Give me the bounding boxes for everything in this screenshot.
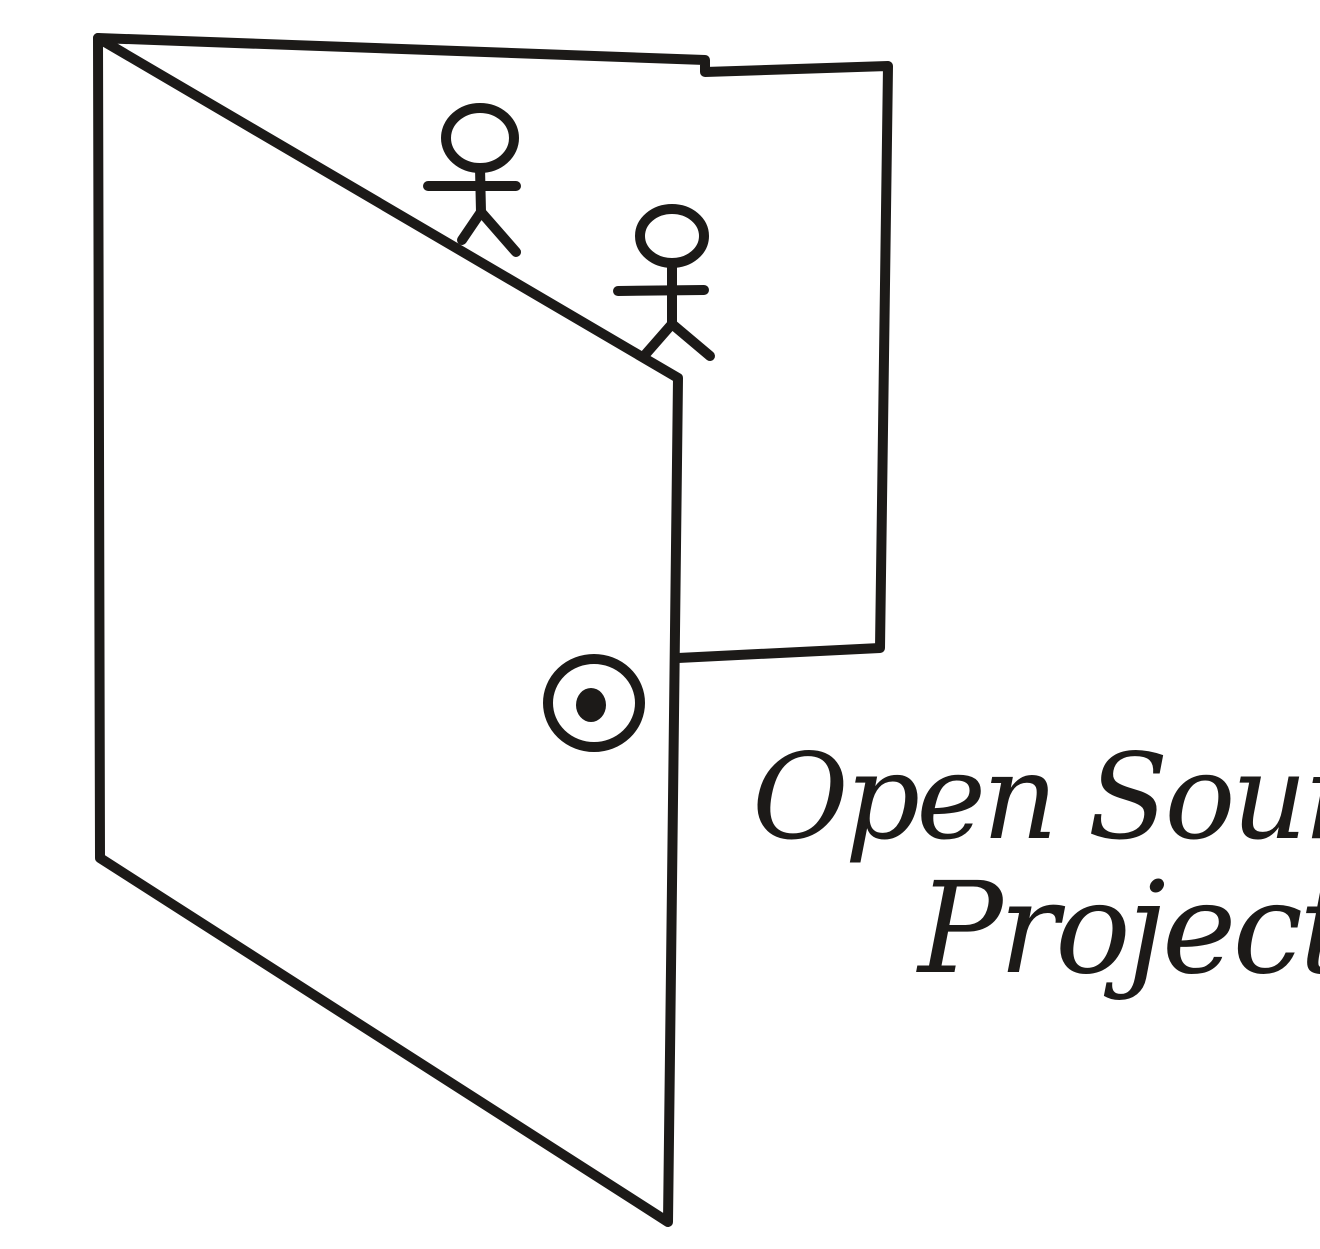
person-figure-1: [423, 103, 521, 257]
door-panel: [93, 33, 683, 1227]
caption-line-1: Open Source: [752, 728, 1320, 866]
door-knob: [543, 654, 645, 752]
person-figure-2: [613, 204, 715, 361]
caption-line-2: Project: [918, 855, 1320, 1002]
door-frame: [93, 33, 893, 663]
